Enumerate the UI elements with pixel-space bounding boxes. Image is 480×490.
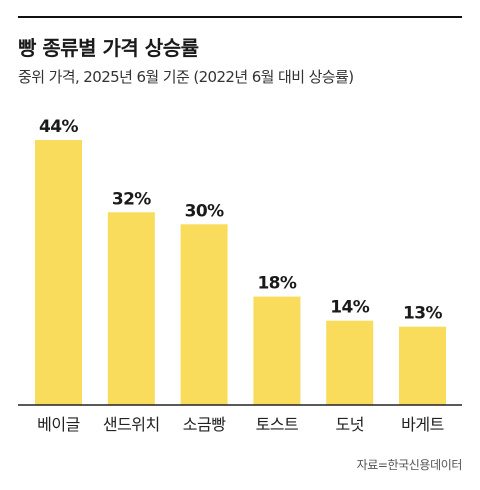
value-label-6: 13% bbox=[403, 304, 442, 324]
value-label-1: 44% bbox=[39, 117, 78, 137]
value-label-5: 14% bbox=[330, 298, 369, 318]
bar-1 bbox=[35, 140, 82, 405]
chart-subtitle: 중위 가격, 2025년 6월 기준 (2022년 6월 대비 상승률) bbox=[18, 68, 354, 86]
value-label-2: 32% bbox=[112, 189, 151, 209]
value-label-4: 18% bbox=[257, 274, 296, 294]
source-note: 자료=한국신용데이터 bbox=[356, 458, 463, 472]
category-label-2: 샌드위치 bbox=[103, 415, 160, 434]
category-label-6: 바게트 bbox=[401, 415, 444, 434]
bar-2 bbox=[107, 212, 155, 405]
category-label-5: 도넛 bbox=[335, 415, 363, 434]
top-rule bbox=[18, 16, 462, 18]
chart-title: 빵 종류별 가격 상승률 bbox=[18, 36, 199, 60]
category-label-3: 소금빵 bbox=[183, 415, 226, 434]
bar-6 bbox=[399, 326, 446, 405]
category-labels-group: 베이글 샌드위치 소금빵 토스트 도넛 바게트 bbox=[37, 415, 444, 434]
category-label-1: 베이글 bbox=[37, 415, 80, 434]
bar-3 bbox=[180, 224, 228, 405]
value-labels-group: 44% 32% 30% 18% 14% 13% bbox=[39, 117, 443, 324]
category-label-4: 토스트 bbox=[256, 415, 299, 434]
value-label-3: 30% bbox=[185, 201, 224, 221]
bar-4 bbox=[253, 296, 301, 405]
bar-5 bbox=[326, 320, 374, 405]
bars-group bbox=[35, 140, 446, 405]
